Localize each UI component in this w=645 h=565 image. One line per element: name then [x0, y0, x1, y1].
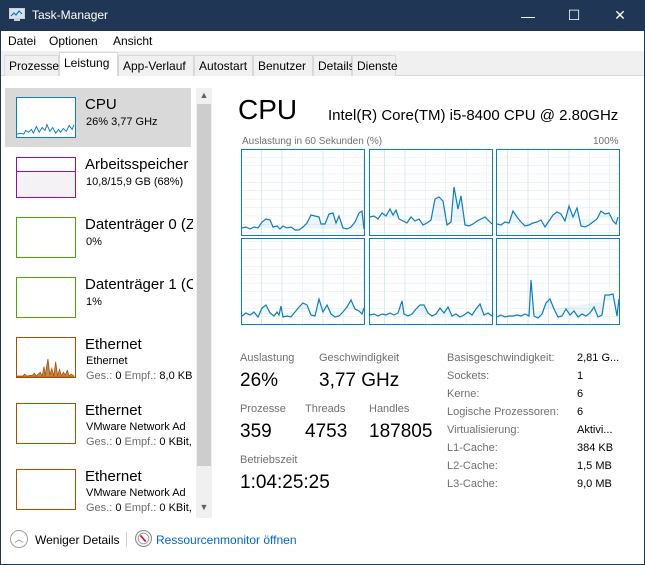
scroll-up-icon[interactable]: ▲ — [199, 90, 209, 100]
utilization-value: 26% — [240, 370, 279, 391]
sidebar-scrollbar[interactable]: ▲ ▼ — [196, 88, 212, 518]
spec-label: Kerne: — [447, 388, 480, 400]
sidebar-item-cpu[interactable]: CPU 26% 3,77 GHz — [5, 88, 191, 147]
graph-max-label: 100% — [593, 136, 619, 147]
speed-value: 3,77 GHz — [319, 370, 400, 391]
disk-1-thumbnail-graph — [16, 277, 76, 318]
sidebar-item-name: CPU — [85, 96, 117, 113]
spec-label: Logische Prozessoren: — [447, 406, 559, 418]
ethernet-2-thumbnail-graph — [16, 403, 76, 444]
sidebar-item-ethernet-2[interactable]: Ethernet VMware Network Ad Ges.: 0 Empf.… — [5, 394, 192, 454]
threads-value: 4753 — [305, 421, 348, 442]
graph-label: Auslastung in 60 Sekunden (%) — [242, 136, 383, 147]
window-title: Task-Manager — [32, 8, 109, 22]
scroll-down-icon[interactable]: ▼ — [199, 502, 209, 512]
sidebar-item-name: Ethernet — [85, 402, 142, 419]
sidebar-item-name: Ethernet — [85, 336, 142, 353]
fewer-details-button[interactable]: Weniger Details — [35, 533, 120, 547]
page-title: CPU — [238, 94, 298, 125]
tab-app-verlauf[interactable]: App-Verlauf — [118, 55, 194, 76]
sidebar-item-adapter: VMware Network Ad — [86, 487, 186, 499]
minimize-button[interactable]: — — [505, 0, 551, 31]
ethernet-1-thumbnail-graph — [16, 337, 76, 378]
spec-value: 6 — [577, 406, 584, 418]
threads-label: Threads — [305, 403, 346, 415]
cpu-model: Intel(R) Core(TM) i5-8400 CPU @ 2.80GHz — [328, 107, 619, 124]
uptime-label: Betriebszeit — [240, 454, 298, 466]
spec-label: Sockets: — [447, 370, 490, 382]
processes-label: Prozesse — [240, 403, 286, 415]
task-manager-icon — [9, 8, 25, 21]
minimize-icon: — — [521, 7, 535, 24]
spec-value: Aktivi... — [577, 424, 613, 436]
spec-value: 2,81 G... — [577, 352, 620, 364]
uptime-value: 1:04:25:25 — [240, 472, 330, 493]
maximize-button[interactable]: ☐ — [551, 0, 597, 31]
ethernet-3-thumbnail-graph — [16, 469, 76, 510]
handles-value: 187805 — [369, 421, 433, 442]
tab-dienste[interactable]: Dienste — [352, 55, 398, 76]
sidebar-item-name: Arbeitsspeicher — [85, 156, 189, 173]
memory-thumbnail-graph — [16, 157, 76, 198]
tab-leistung[interactable]: Leistung — [59, 52, 118, 77]
divider — [126, 532, 127, 547]
sidebar-item-detail: 26% 3,77 GHz — [86, 116, 158, 128]
tab-details[interactable]: Details — [313, 55, 355, 76]
sidebar-item-name: Ethernet — [85, 468, 142, 485]
spec-value: 9,0 MB — [577, 478, 612, 490]
menu-bar: Datei Optionen Ansicht — [1, 31, 644, 51]
resource-monitor-icon — [135, 530, 152, 547]
sidebar-item-throughput: Ges.: 0 Empf.: 0 KBit, — [86, 502, 192, 514]
sidebar-item-adapter: Ethernet — [86, 355, 128, 367]
open-resource-monitor-link[interactable]: Ressourcenmonitor öffnen — [156, 533, 297, 547]
resource-sidebar: CPU 26% 3,77 GHz Arbeitsspeicher 10,8/15… — [1, 76, 214, 520]
menu-datei[interactable]: Datei — [8, 34, 37, 48]
processes-value: 359 — [240, 421, 272, 442]
sidebar-item-throughput: Ges.: 0 Empf.: 8,0 KB — [86, 370, 193, 382]
sidebar-item-detail: 10,8/15,9 GB (68%) — [86, 176, 184, 188]
speed-label: Geschwindigkeit — [319, 352, 400, 364]
footer-bar: ︿ Weniger Details Ressourcenmonitor öffn… — [1, 520, 644, 564]
close-icon: ✕ — [614, 7, 626, 23]
spec-value: 1 — [577, 370, 584, 382]
tab-prozesse[interactable]: Prozesse — [4, 55, 59, 76]
spec-value: 384 KB — [577, 442, 614, 454]
tab-bar: Prozesse Leistung App-Verlauf Autostart … — [1, 51, 644, 77]
sidebar-item-throughput: Ges.: 0 Empf.: 0 KBit, — [86, 436, 192, 448]
cpu-thumbnail-graph — [16, 97, 76, 138]
sidebar-item-adapter: VMware Network Ad — [86, 421, 186, 433]
logical-processor-graphs — [241, 149, 620, 325]
sidebar-item-detail: 1% — [86, 296, 102, 308]
sidebar-item-detail: 0% — [86, 236, 102, 248]
sidebar-item-ethernet-3[interactable]: Ethernet VMware Network Ad Ges.: 0 Empf.… — [5, 460, 192, 520]
cpu-core-graphs — [241, 149, 620, 325]
disk-0-thumbnail-graph — [16, 217, 76, 258]
utilization-label: Auslastung — [240, 352, 295, 364]
spec-label: L2-Cache: — [447, 460, 498, 472]
sidebar-item-name: Datenträger 1 (C — [85, 276, 193, 293]
spec-label: L1-Cache: — [447, 442, 498, 454]
close-button[interactable]: ✕ — [597, 0, 643, 31]
spec-label: L3-Cache: — [447, 478, 498, 490]
sidebar-item-ethernet-1[interactable]: Ethernet Ethernet Ges.: 0 Empf.: 8,0 KB — [5, 328, 193, 388]
spec-label: Virtualisierung: — [447, 424, 520, 436]
sidebar-item-disk-0[interactable]: Datenträger 0 (Z 0% — [5, 208, 193, 268]
spec-value: 6 — [577, 388, 584, 400]
scrollbar-thumb[interactable] — [197, 104, 211, 466]
title-bar: Task-Manager — ☐ ✕ — [1, 0, 644, 31]
sidebar-item-name: Datenträger 0 (Z — [85, 216, 193, 233]
spec-label: Basisgeschwindigkeit: — [447, 352, 555, 364]
handles-label: Handles — [369, 403, 410, 415]
sidebar-item-disk-1[interactable]: Datenträger 1 (C 1% — [5, 268, 193, 328]
menu-optionen[interactable]: Optionen — [49, 34, 98, 48]
spec-value: 1,5 MB — [577, 460, 612, 472]
menu-ansicht[interactable]: Ansicht — [113, 34, 153, 48]
chevron-up-icon[interactable]: ︿ — [10, 530, 28, 548]
sidebar-item-memory[interactable]: Arbeitsspeicher 10,8/15,9 GB (68%) — [5, 148, 191, 208]
tab-autostart[interactable]: Autostart — [194, 55, 253, 76]
maximize-icon: ☐ — [567, 7, 581, 23]
cpu-detail-panel: CPU Intel(R) Core(TM) i5-8400 CPU @ 2.80… — [216, 76, 644, 520]
tab-benutzer[interactable]: Benutzer — [253, 55, 313, 76]
